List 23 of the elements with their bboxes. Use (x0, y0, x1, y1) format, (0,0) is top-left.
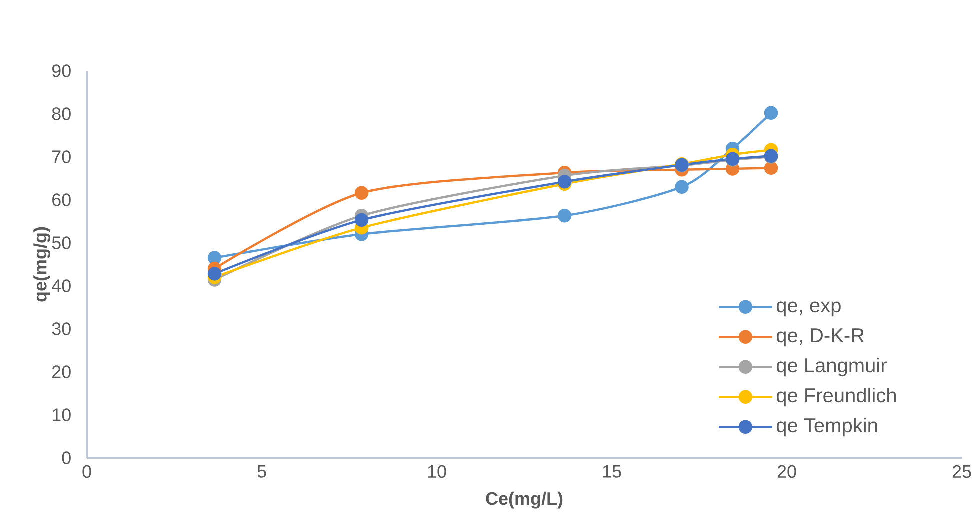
y-tick-label: 40 (52, 280, 71, 292)
x-axis-title: Ce(mg/L) (486, 492, 563, 509)
y-axis-title: qe(mg/g) (34, 227, 50, 302)
x-tick-label: 15 (603, 465, 622, 478)
y-tick-label: 80 (52, 108, 71, 120)
y-tick-label: 30 (52, 322, 71, 336)
y-tick-label: 90 (52, 64, 71, 78)
x-tick-label: 20 (778, 465, 796, 478)
x-tick-label: 0 (82, 465, 92, 478)
y-tick-label: 20 (52, 366, 71, 378)
legend-label: qe Langmuir (776, 358, 887, 377)
legend-label: qe, exp (776, 302, 841, 317)
x-tick-label: 5 (258, 465, 266, 478)
y-tick-label: 50 (52, 236, 71, 250)
y-tick-label: 60 (52, 194, 71, 206)
y-tick-label: 0 (62, 452, 71, 464)
legend-label: qe Tempkin (776, 418, 878, 437)
legend-label: qe Freundlich (776, 388, 896, 407)
y-tick-label: 10 (52, 408, 71, 422)
y-tick-label: 70 (52, 150, 71, 164)
x-tick-label: 25 (952, 465, 972, 478)
legend-label: qe, D-K-R (776, 328, 864, 347)
x-tick-label: 10 (428, 465, 446, 478)
